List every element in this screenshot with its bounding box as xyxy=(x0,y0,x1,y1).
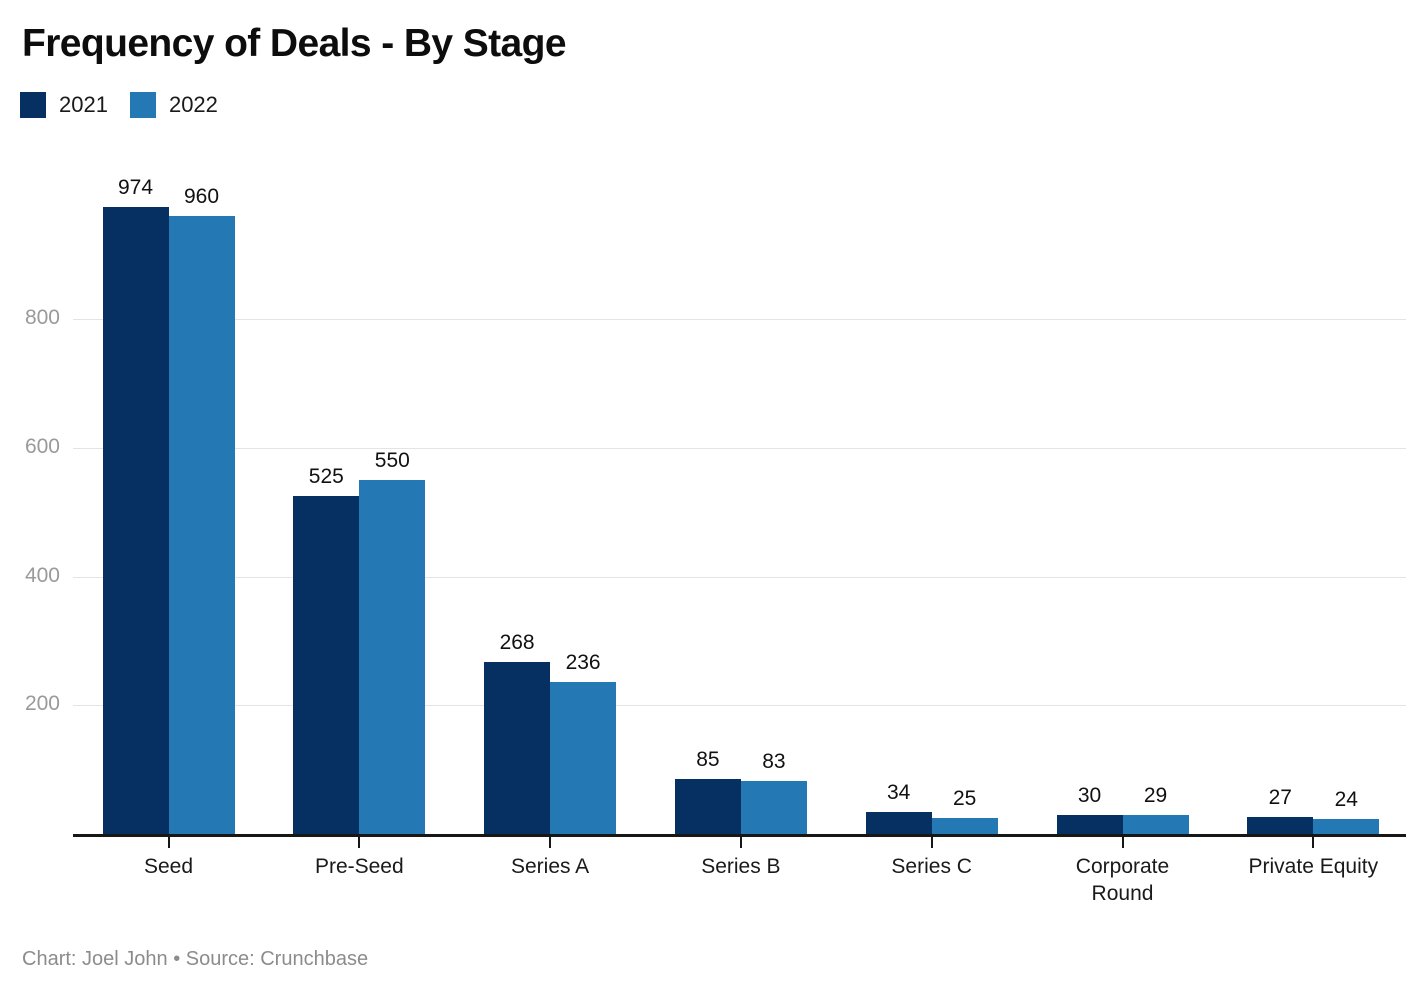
bar-2021-seed xyxy=(102,207,169,834)
value-label-2021-private-equity: 27 xyxy=(1268,786,1292,809)
x-axis-tick-series-c xyxy=(930,834,933,848)
legend-label: 2022 xyxy=(168,92,218,117)
bar-2021-series-b xyxy=(674,779,741,834)
bar-2021-series-c xyxy=(865,812,932,834)
y-tick-label-200: 200 xyxy=(24,692,60,716)
bar-2022-series-c xyxy=(931,818,998,834)
legend: 2021 2022 xyxy=(20,92,218,118)
x-axis-tick-seed xyxy=(167,834,170,848)
y-tick-label-400: 400 xyxy=(24,563,60,587)
value-label-2022-pre-seed: 550 xyxy=(374,449,410,472)
x-axis-label-series-b: Series B xyxy=(701,855,781,878)
bar-2022-seed xyxy=(168,216,235,834)
bar-2021-private-equity xyxy=(1247,817,1314,834)
x-axis-label-series-a: Series A xyxy=(510,855,590,878)
chart-title: Frequency of Deals - By Stage xyxy=(22,22,567,65)
value-label-2022-series-c: 25 xyxy=(953,787,977,810)
value-label-2022-corporate-round: 29 xyxy=(1143,784,1168,807)
legend-swatch-2022 xyxy=(129,92,156,118)
legend-item-2022: 2022 xyxy=(129,92,218,118)
gridline-200 xyxy=(73,705,1406,707)
bar-2021-corporate-round xyxy=(1056,815,1123,834)
x-axis-label-seed: Seed xyxy=(143,855,194,878)
bar-2021-pre-seed xyxy=(293,496,360,834)
value-label-2021-series-a: 268 xyxy=(499,631,535,654)
gridline-400 xyxy=(73,576,1406,578)
legend-swatch-2021 xyxy=(20,92,46,118)
value-label-2022-private-equity: 24 xyxy=(1334,788,1358,811)
attribution-text: Chart: Joel John • Source: Crunchbase xyxy=(22,948,369,970)
value-label-2022-seed: 960 xyxy=(183,185,220,208)
gridline-600 xyxy=(73,447,1406,449)
bar-2022-corporate-round xyxy=(1122,815,1189,834)
bar-2022-private-equity xyxy=(1313,819,1380,834)
legend-item-2021: 2021 xyxy=(20,92,108,118)
x-axis-label-series-c: Series C xyxy=(891,855,972,878)
x-axis-label-corporate-round: Corporate Round xyxy=(1075,855,1170,906)
value-label-2021-pre-seed: 525 xyxy=(308,465,344,488)
y-tick-label-800: 800 xyxy=(24,306,60,330)
x-axis-tick-series-b xyxy=(739,834,742,848)
value-label-2021-corporate-round: 30 xyxy=(1077,784,1102,807)
value-label-2021-seed: 974 xyxy=(117,176,154,199)
x-axis-tick-pre-seed xyxy=(358,834,361,848)
legend-label: 2021 xyxy=(59,92,108,117)
value-label-2021-series-b: 85 xyxy=(696,748,720,771)
x-axis-tick-corporate-round xyxy=(1121,834,1124,848)
x-axis-tick-series-a xyxy=(549,834,552,848)
x-axis-label-pre-seed: Pre-Seed xyxy=(314,855,404,878)
value-label-2021-series-c: 34 xyxy=(887,781,911,804)
x-axis-tick-private-equity xyxy=(1312,834,1315,848)
value-label-2022-series-a: 236 xyxy=(565,651,601,674)
value-label-2022-series-b: 83 xyxy=(762,750,786,773)
bar-2021-series-a xyxy=(484,662,551,834)
bar-2022-pre-seed xyxy=(359,480,426,834)
x-axis-line xyxy=(73,834,1406,837)
bar-2022-series-a xyxy=(550,682,617,834)
x-axis-label-private-equity: Private Equity xyxy=(1248,855,1379,878)
y-tick-label-600: 600 xyxy=(24,434,60,458)
gridline-800 xyxy=(73,319,1406,321)
bar-2022-series-b xyxy=(740,781,807,834)
